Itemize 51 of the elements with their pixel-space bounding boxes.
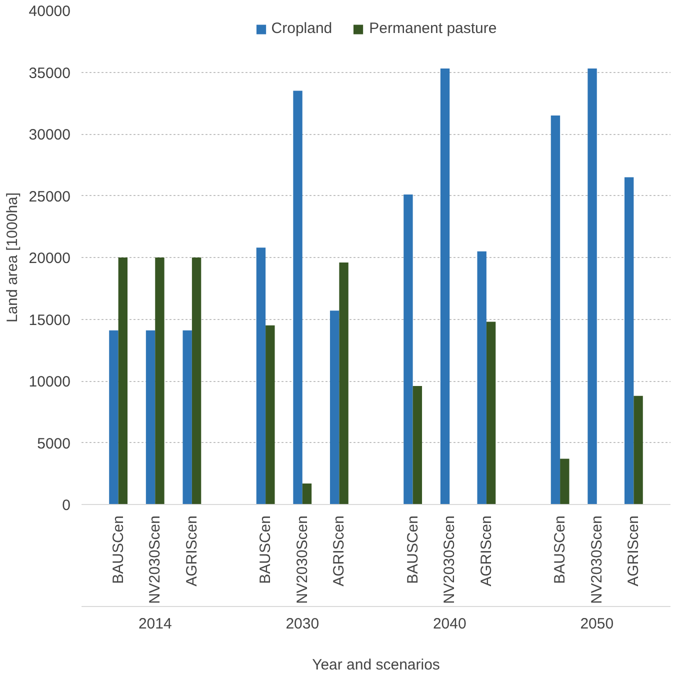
x-tick-label: BAUSCen [110,515,127,584]
x-tick-label: AGRIScen [183,515,200,586]
bar [146,330,156,504]
bar [155,258,164,504]
x-axis-title: Year and scenarios [312,656,440,674]
legend-label: Cropland [271,20,332,37]
bar [550,115,560,504]
y-tick-label: 40000 [28,3,71,20]
y-tick-label: 0 [62,497,70,514]
y-axis-title: Land area [1000ha] [4,192,21,323]
x-tick-label: BAUSCen [404,515,422,584]
bar [412,386,422,504]
y-tick-label: 35000 [28,64,71,82]
text: 2014 [138,616,172,632]
legend-label: Permanent pasture [369,20,497,37]
y-tick-label: 15000 [28,312,71,329]
y-tick-label: 10000 [28,374,71,390]
y-tick-label: 5000 [37,435,71,452]
bar [477,251,486,504]
y-tick-label: 30000 [28,126,71,144]
bar [404,194,413,504]
bar [302,484,312,504]
bar [440,68,450,504]
y-tick-label: 20000 [28,250,71,267]
bar [109,330,118,504]
bar [588,68,597,504]
x-tick-label: NV2030Scen [294,515,311,604]
text: 2050 [580,616,614,632]
bar [266,325,275,504]
bar [339,262,348,504]
text: 2030 [286,616,320,632]
x-tick-label: BAUSCen [257,515,274,584]
bar [634,396,643,504]
x-tick-label: AGRIScen [625,515,642,586]
x-tick-label: BAUSCen [552,515,569,584]
bar [118,258,128,504]
bar [330,310,340,504]
bar [182,330,192,504]
bar [293,90,302,504]
y-tick-label: 25000 [28,188,71,206]
bar [192,258,202,504]
x-tick-label: NV2030Scen [588,515,606,604]
text: 2040 [432,616,466,632]
x-tick-label: NV2030Scen [146,515,164,604]
bar [560,458,570,504]
bar [256,248,266,504]
x-tick-label: NV2030Scen [441,515,458,604]
x-tick-label: AGRIScen [330,515,348,586]
bar [486,322,496,504]
bar [624,177,634,504]
x-tick-label: AGRIScen [478,515,495,586]
